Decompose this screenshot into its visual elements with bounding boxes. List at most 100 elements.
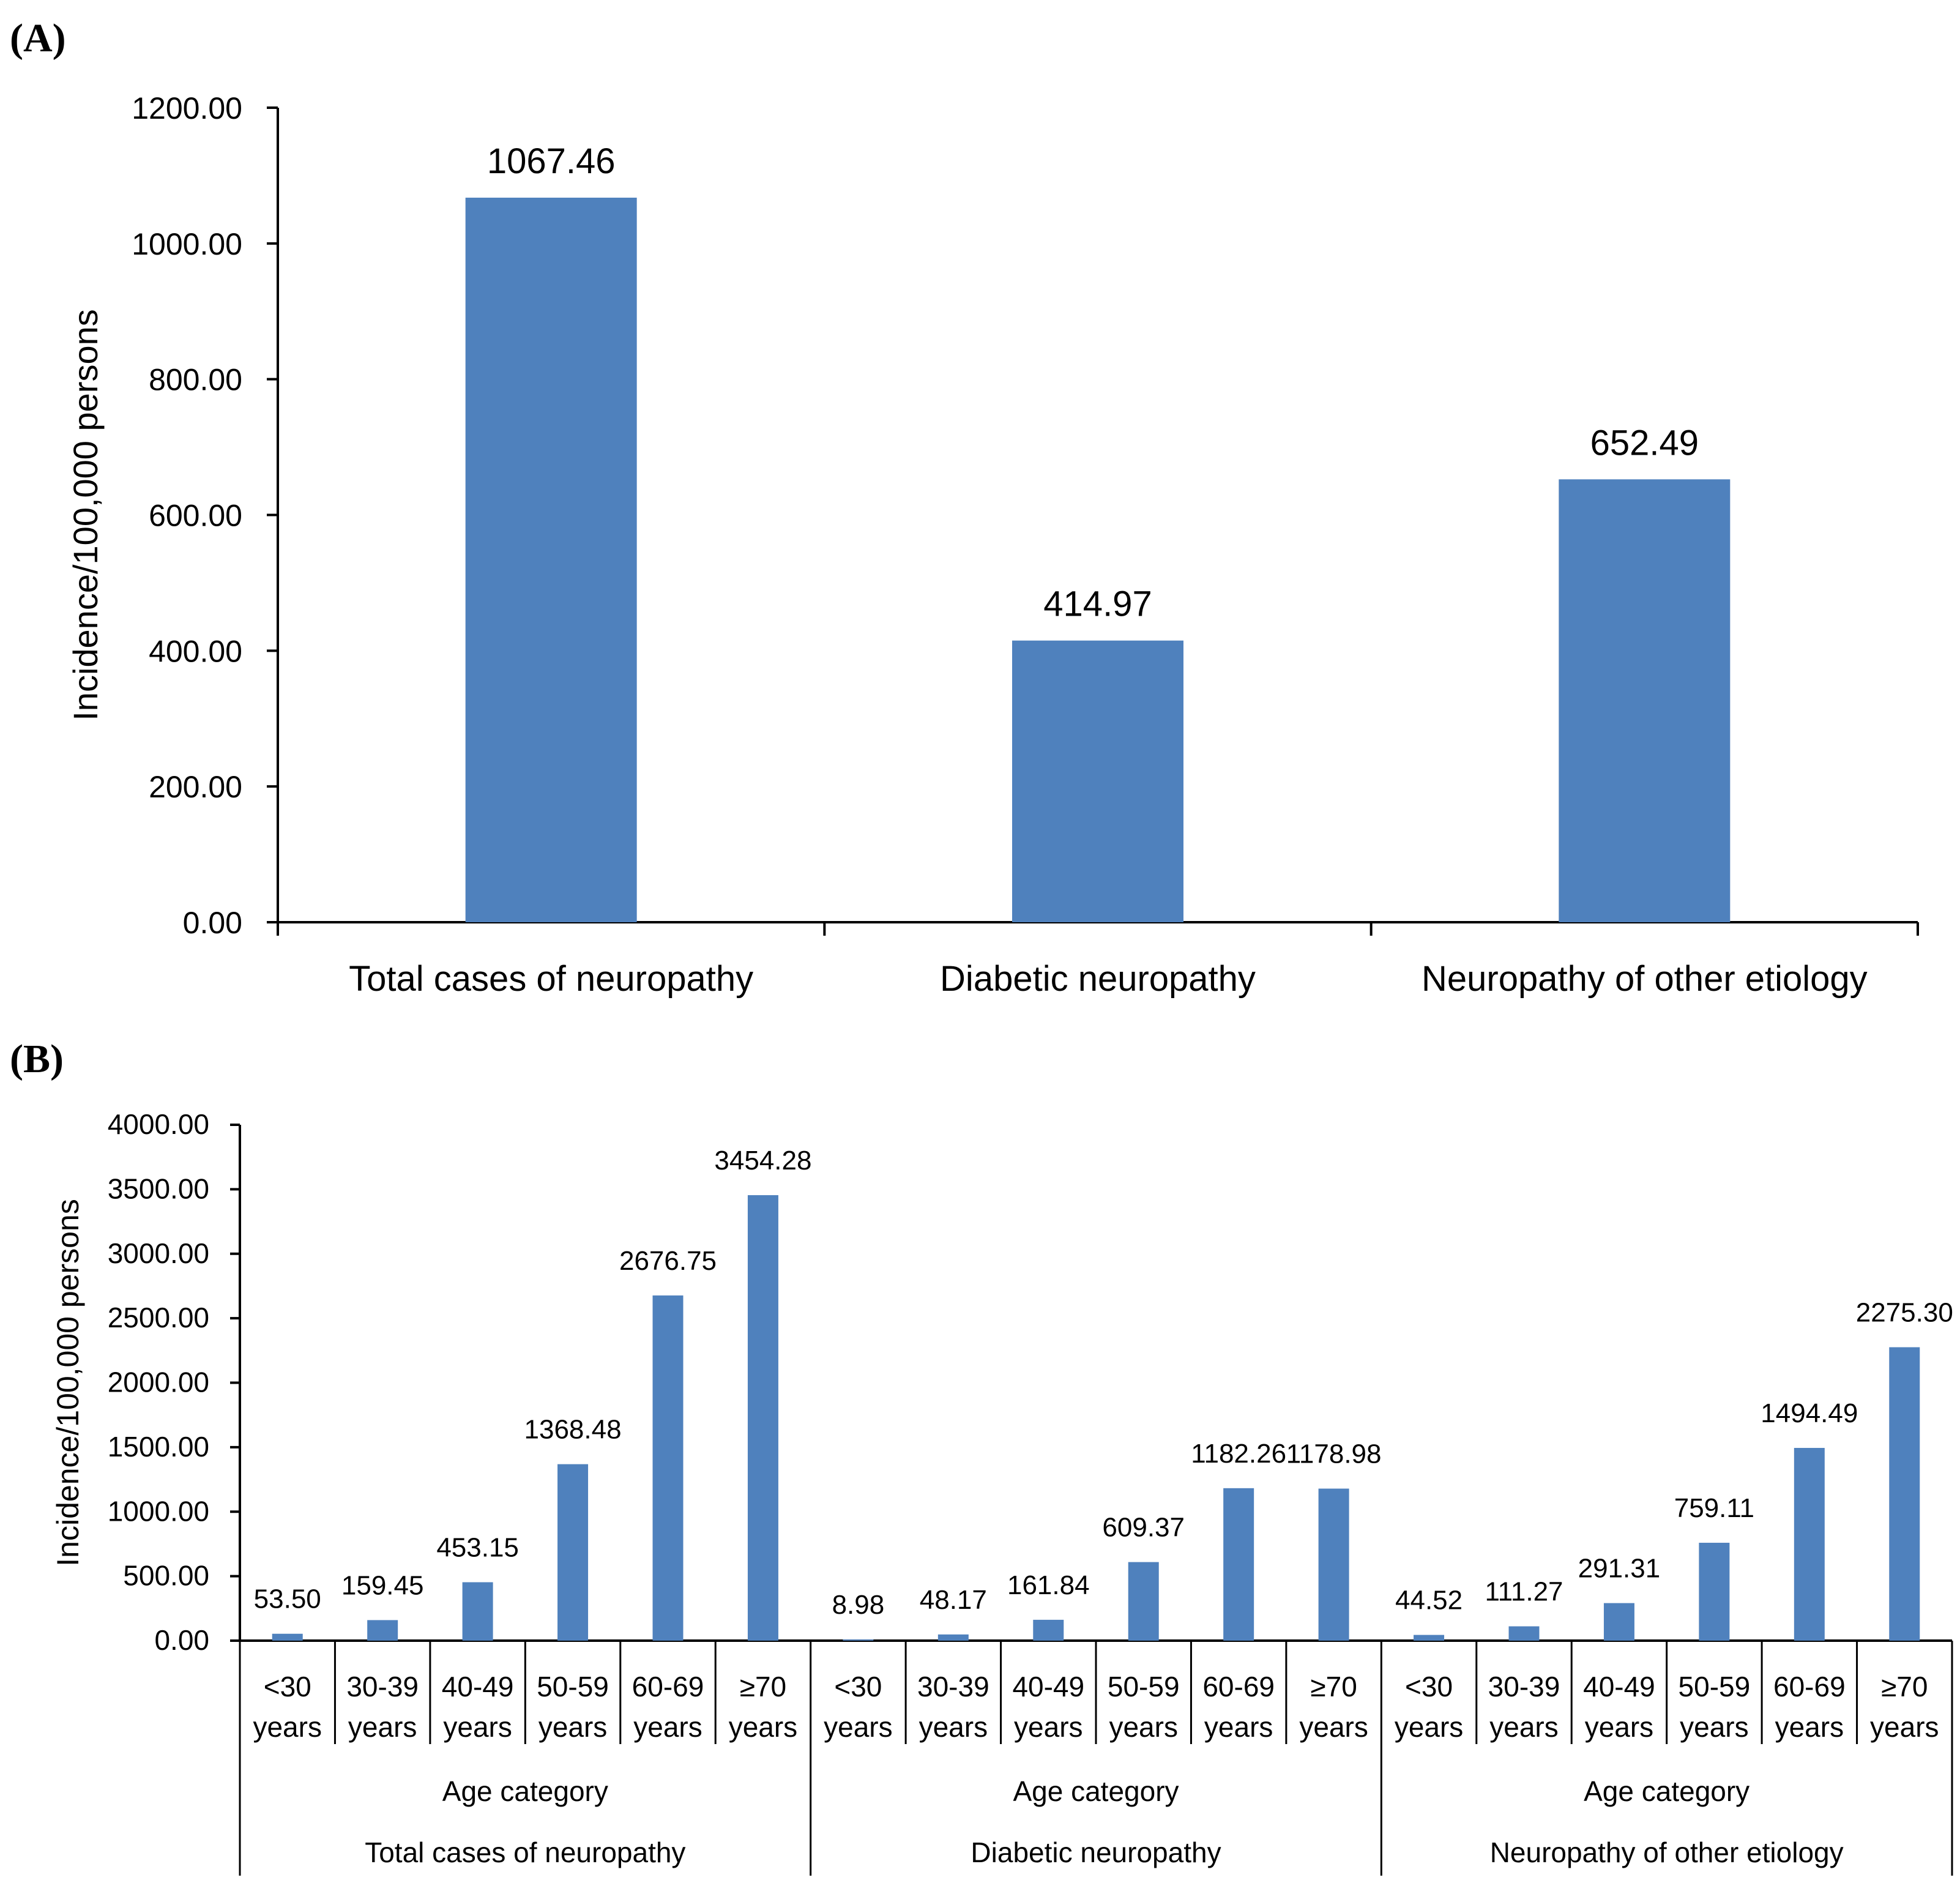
bar-a xyxy=(1012,640,1183,922)
panel-b-label: (B) xyxy=(10,1037,64,1081)
y-tick-label-b: 500.00 xyxy=(123,1560,209,1592)
data-label-b: 291.31 xyxy=(1578,1554,1661,1584)
age-category-caption: Age category xyxy=(442,1775,608,1807)
bar-b xyxy=(1794,1448,1825,1641)
age-label-b: years xyxy=(443,1711,512,1743)
bar-a xyxy=(1559,479,1731,922)
bar-b xyxy=(1414,1635,1445,1641)
age-label-b: 60-69 xyxy=(1202,1671,1275,1702)
category-label-a: Neuropathy of other etiology xyxy=(1422,959,1868,999)
data-label-b: 161.84 xyxy=(1007,1570,1090,1600)
category-label-a: Total cases of neuropathy xyxy=(349,959,753,999)
data-label-a: 652.49 xyxy=(1590,423,1699,463)
data-label-b: 8.98 xyxy=(832,1590,885,1620)
data-label-b: 3454.28 xyxy=(714,1146,811,1176)
age-label-b: 40-49 xyxy=(1583,1671,1655,1702)
y-tick-label-a: 800.00 xyxy=(149,363,242,397)
y-tick-label-b: 1500.00 xyxy=(108,1431,209,1463)
age-label-b: years xyxy=(1014,1711,1082,1743)
age-category-caption: Age category xyxy=(1584,1775,1749,1807)
category-label-a: Diabetic neuropathy xyxy=(940,959,1256,999)
data-label-b: 1178.98 xyxy=(1286,1439,1382,1469)
panel-a-label: (A) xyxy=(10,16,66,61)
age-label-b: years xyxy=(253,1711,321,1743)
bar-b xyxy=(1318,1488,1349,1641)
bar-a xyxy=(465,198,637,923)
data-label-b: 609.37 xyxy=(1102,1513,1185,1543)
data-label-a: 1067.46 xyxy=(487,141,616,181)
age-label-b: years xyxy=(729,1711,797,1743)
age-label-b: <30 xyxy=(834,1671,882,1702)
age-label-b: 30-39 xyxy=(1488,1671,1560,1702)
y-tick-label-b: 4000.00 xyxy=(108,1108,209,1140)
bar-b xyxy=(1223,1488,1254,1641)
age-label-b: 30-39 xyxy=(917,1671,989,1702)
age-label-b: years xyxy=(824,1711,892,1743)
series-label-b: Neuropathy of other etiology xyxy=(1490,1836,1844,1868)
bar-b xyxy=(1603,1603,1634,1641)
bar-b xyxy=(1699,1543,1730,1641)
age-label-b: years xyxy=(538,1711,607,1743)
y-tick-label-b: 0.00 xyxy=(154,1624,209,1656)
age-label-b: ≥70 xyxy=(1310,1671,1357,1702)
age-category-caption: Age category xyxy=(1013,1775,1179,1807)
data-label-b: 159.45 xyxy=(341,1570,424,1600)
y-tick-label-b: 3000.00 xyxy=(108,1237,209,1269)
age-label-b: years xyxy=(1299,1711,1368,1743)
bar-b xyxy=(1128,1562,1159,1641)
data-label-a: 414.97 xyxy=(1043,584,1152,624)
bar-b xyxy=(843,1639,874,1641)
data-label-b: 111.27 xyxy=(1485,1577,1563,1607)
y-tick-label-b: 3500.00 xyxy=(108,1173,209,1204)
age-label-b: years xyxy=(1680,1711,1748,1743)
data-label-b: 1182.26 xyxy=(1191,1439,1286,1469)
age-label-b: years xyxy=(348,1711,417,1743)
chart-b: 0.00 500.00 1000.00 1500.00 2000.00 2500.00 30… xyxy=(51,1108,1953,1876)
y-tick-label-b: 1000.00 xyxy=(108,1495,209,1527)
data-label-b: 1494.49 xyxy=(1761,1398,1858,1428)
y-tick-label-b: 2000.00 xyxy=(108,1367,209,1398)
age-label-b: <30 xyxy=(264,1671,311,1702)
bar-b xyxy=(1889,1347,1920,1641)
series-label-b: Total cases of neuropathy xyxy=(365,1836,685,1868)
y-axis-title-a: Incidence/100,000 persons xyxy=(66,309,105,721)
bar-b xyxy=(1508,1626,1540,1641)
bar-b xyxy=(747,1195,778,1641)
data-label-b: 453.15 xyxy=(436,1532,519,1562)
data-label-b: 1368.48 xyxy=(524,1415,622,1445)
age-label-b: ≥70 xyxy=(1881,1671,1928,1702)
age-label-b: ≥70 xyxy=(740,1671,786,1702)
y-tick-label-b: 2500.00 xyxy=(108,1302,209,1333)
age-label-b: 40-49 xyxy=(1012,1671,1084,1702)
age-label-b: years xyxy=(1585,1711,1653,1743)
bar-b xyxy=(557,1464,589,1641)
bar-b xyxy=(1033,1619,1064,1641)
age-label-b: years xyxy=(1395,1711,1463,1743)
series-label-b: Diabetic neuropathy xyxy=(971,1836,1221,1868)
age-label-b: years xyxy=(633,1711,702,1743)
age-label-b: years xyxy=(1109,1711,1177,1743)
y-tick-label-a: 1200.00 xyxy=(132,91,242,125)
age-label-b: years xyxy=(919,1711,988,1743)
age-label-b: years xyxy=(1489,1711,1558,1743)
y-tick-label-a: 200.00 xyxy=(149,770,242,804)
bar-b xyxy=(937,1634,969,1641)
age-label-b: 60-69 xyxy=(1773,1671,1846,1702)
y-tick-label-a: 400.00 xyxy=(149,634,242,668)
age-label-b: 50-59 xyxy=(1108,1671,1180,1702)
y-tick-label-a: 600.00 xyxy=(149,499,242,533)
bar-b xyxy=(272,1633,303,1641)
data-label-b: 48.17 xyxy=(920,1585,987,1615)
bar-b xyxy=(367,1620,398,1641)
age-label-b: years xyxy=(1204,1711,1273,1743)
data-label-b: 2676.75 xyxy=(619,1246,717,1276)
data-label-b: 53.50 xyxy=(254,1584,321,1614)
age-label-b: <30 xyxy=(1405,1671,1453,1702)
age-label-b: 50-59 xyxy=(537,1671,609,1702)
age-label-b: years xyxy=(1775,1711,1844,1743)
y-axis-title-b: Incidence/100,000 persons xyxy=(51,1199,85,1566)
y-tick-label-a: 1000.00 xyxy=(132,227,242,261)
age-label-b: 40-49 xyxy=(442,1671,514,1702)
data-label-b: 2275.30 xyxy=(1856,1297,1953,1327)
